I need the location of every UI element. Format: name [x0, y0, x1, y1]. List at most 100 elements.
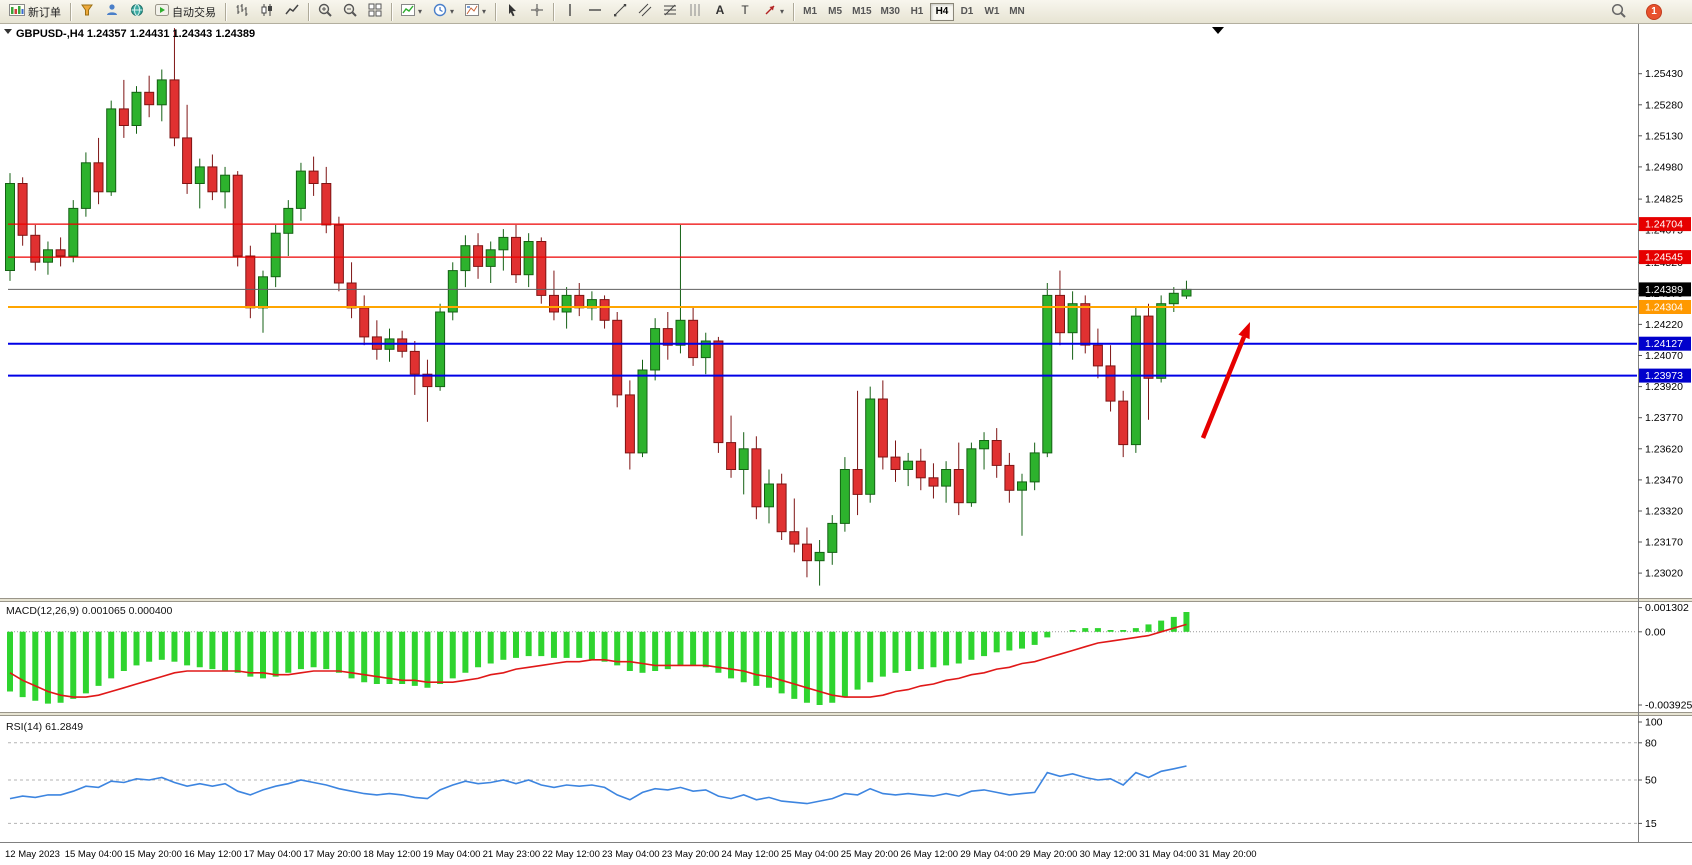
svg-text:1.23920: 1.23920	[1645, 381, 1683, 393]
periods-button[interactable]: ▾	[428, 2, 459, 22]
tile-windows-button[interactable]	[363, 2, 387, 22]
svg-text:15: 15	[1645, 818, 1657, 830]
svg-text:1.24389: 1.24389	[1645, 284, 1683, 296]
auto-trading-button[interactable]: 自动交易	[150, 2, 221, 22]
toolbar-divider	[553, 2, 555, 21]
zoom-out-icon	[343, 3, 357, 20]
toolbar: 新订单 自动交易 ▾ ▾ ▾ A T ▾ M1 M5 M15 M30 H1 H4 D1 W1 M…	[0, 0, 1692, 24]
price-label-boxes: 1.24704 1.24545 1.24389 1.24304 1.24127 1.239…	[1639, 217, 1691, 383]
candlestick-chart-button[interactable]	[255, 2, 279, 22]
new-order-button[interactable]: 新订单	[4, 2, 66, 22]
text-label-tool[interactable]: T	[733, 2, 757, 22]
svg-text:1.24980: 1.24980	[1645, 161, 1683, 173]
templates-button[interactable]: ▾	[460, 2, 491, 22]
svg-text:22 May 12:00: 22 May 12:00	[542, 849, 600, 860]
svg-text:1.23170: 1.23170	[1645, 537, 1683, 549]
timeframe-button-m15[interactable]: M15	[848, 3, 875, 21]
chart-shift-marker[interactable]	[1212, 27, 1224, 34]
zoom-in-button[interactable]	[313, 2, 337, 22]
gbpusd-h4-chart[interactable]: GBPUSD-,H4 1.24357 1.24431 1.24343 1.243…	[0, 24, 1692, 865]
text-tool[interactable]: A	[708, 2, 732, 22]
svg-text:0.00: 0.00	[1645, 626, 1666, 638]
trendline-icon	[613, 3, 627, 20]
notification-badge[interactable]: 1	[1646, 3, 1662, 20]
crosshair-button[interactable]	[525, 2, 549, 22]
collapse-chart-icon[interactable]	[4, 29, 12, 34]
svg-text:1.23470: 1.23470	[1645, 474, 1683, 486]
cycle-lines-tool[interactable]	[683, 2, 707, 22]
arrows-tool[interactable]: ▾	[758, 2, 789, 22]
search-button[interactable]	[1606, 2, 1631, 22]
fibonacci-tool[interactable]	[658, 2, 682, 22]
svg-text:1.23020: 1.23020	[1645, 568, 1683, 580]
line-chart-button[interactable]	[280, 2, 304, 22]
macd-histogram	[7, 612, 1190, 705]
chevron-down-icon: ▾	[482, 6, 487, 16]
svg-text:1.24545: 1.24545	[1645, 252, 1683, 264]
timeframe-group: M1 M5 M15 M30 H1 H4 D1 W1 MN	[798, 2, 1029, 21]
toolbar-divider	[495, 2, 497, 21]
annotation-arrow[interactable]	[1200, 322, 1250, 439]
clock-icon	[433, 3, 447, 20]
trendline-tool[interactable]	[608, 2, 632, 22]
chevron-down-icon: ▾	[450, 6, 455, 16]
macd-label: MACD(12,26,9) 0.001065 0.000400	[6, 605, 173, 617]
vertical-line-tool[interactable]	[558, 2, 582, 22]
rsi-label: RSI(14) 61.2849	[6, 721, 83, 733]
bar-chart-button[interactable]	[230, 2, 254, 22]
market-button[interactable]	[75, 2, 99, 22]
horizontal-line-tool[interactable]	[583, 2, 607, 22]
svg-text:1.25130: 1.25130	[1645, 130, 1683, 142]
svg-text:T: T	[741, 3, 749, 17]
macd-signal-line	[9, 623, 1187, 698]
timeframe-button-d1[interactable]: D1	[955, 3, 979, 21]
timeframe-button-mn[interactable]: MN	[1005, 3, 1029, 21]
chevron-down-icon: ▾	[780, 6, 785, 16]
timeframe-button-w1[interactable]: W1	[980, 3, 1004, 21]
svg-text:15 May 04:00: 15 May 04:00	[65, 849, 123, 860]
vps-button[interactable]	[125, 2, 149, 22]
svg-text:1.25430: 1.25430	[1645, 68, 1683, 80]
svg-text:1.23973: 1.23973	[1645, 370, 1683, 382]
chart-title: GBPUSD-,H4 1.24357 1.24431 1.24343 1.243…	[16, 28, 255, 40]
zoom-in-icon	[318, 3, 332, 20]
cycle-lines-icon	[688, 3, 702, 20]
svg-text:31 May 20:00: 31 May 20:00	[1199, 849, 1257, 860]
price-label-1.24127	[1639, 336, 1691, 351]
cursor-button[interactable]	[500, 2, 524, 22]
cursor-icon	[505, 3, 519, 20]
svg-text:18 May 12:00: 18 May 12:00	[363, 849, 421, 860]
signals-button[interactable]	[100, 2, 124, 22]
globe-icon	[130, 3, 144, 20]
svg-text:25 May 04:00: 25 May 04:00	[781, 849, 839, 860]
svg-text:25 May 20:00: 25 May 20:00	[841, 849, 899, 860]
new-order-icon	[9, 3, 25, 20]
line-chart-icon	[285, 3, 299, 20]
svg-text:100: 100	[1645, 717, 1663, 729]
chart-window[interactable]: GBPUSD-,H4 1.24357 1.24431 1.24343 1.243…	[0, 24, 1692, 865]
price-label-1.23973	[1639, 368, 1691, 383]
svg-text:1.24825: 1.24825	[1645, 194, 1683, 206]
arrow-icon	[763, 3, 777, 20]
svg-text:31 May 04:00: 31 May 04:00	[1139, 849, 1197, 860]
channel-tool[interactable]	[633, 2, 657, 22]
timeframe-button-m1[interactable]: M1	[798, 3, 822, 21]
timeframe-button-h4[interactable]: H4	[929, 2, 954, 21]
svg-text:A: A	[716, 3, 725, 17]
tile-windows-icon	[368, 3, 382, 20]
svg-text:29 May 04:00: 29 May 04:00	[960, 849, 1018, 860]
templates-icon	[465, 3, 480, 20]
svg-text:80: 80	[1645, 737, 1657, 749]
crosshair-icon	[530, 3, 544, 20]
timeframe-button-m5[interactable]: M5	[823, 3, 847, 21]
indicators-button[interactable]: ▾	[396, 2, 427, 22]
timeframe-button-m30[interactable]: M30	[877, 3, 904, 21]
text-label-icon: T	[738, 3, 752, 20]
svg-text:12 May 2023: 12 May 2023	[5, 849, 60, 860]
time-axis[interactable]: 12 May 2023 15 May 04:00 15 May 20:00 16 Ma…	[5, 849, 1257, 860]
zoom-out-button[interactable]	[338, 2, 362, 22]
price-scale[interactable]: 1.254301.252801.251301.249801.248251.246…	[1638, 68, 1692, 830]
signals-icon	[105, 3, 119, 20]
svg-text:23 May 20:00: 23 May 20:00	[662, 849, 720, 860]
timeframe-button-h1[interactable]: H1	[905, 3, 929, 21]
